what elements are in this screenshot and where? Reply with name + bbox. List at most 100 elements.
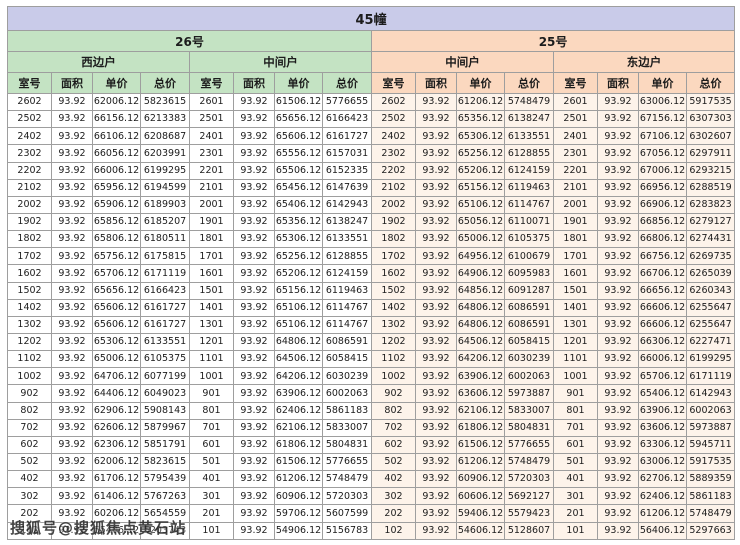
cell-unit-price: 61206.12 bbox=[456, 92, 505, 112]
cell-total-price: 5917535 bbox=[685, 92, 736, 112]
cell-unit-price: 65106.12 bbox=[274, 315, 323, 334]
cell-unit-price: 66656.12 bbox=[638, 281, 687, 300]
cell-room: 1901 bbox=[553, 212, 598, 232]
cell-unit-price: 65706.12 bbox=[92, 264, 141, 283]
cell-unit-price: 63306.12 bbox=[638, 435, 687, 454]
cell-unit-price: 62306.12 bbox=[92, 435, 141, 454]
cell-room: 1402 bbox=[371, 298, 416, 317]
price-table-page: 45幢 26号 25号 西边户 中间户 中间户 东边户 室号 面积 单价 总价 室号 面积… bbox=[6, 6, 736, 541]
cell-area: 93.92 bbox=[51, 401, 93, 420]
cell-unit-price: 65156.12 bbox=[274, 281, 323, 300]
cell-total-price: 5767263 bbox=[140, 487, 190, 506]
cell-total-price: 5908143 bbox=[140, 401, 190, 420]
cell-area: 93.92 bbox=[415, 127, 457, 146]
cell-unit-price: 66956.12 bbox=[638, 178, 687, 197]
cell-room: 1702 bbox=[371, 247, 416, 266]
cell-room: 1702 bbox=[7, 247, 52, 266]
table-row: 802 93.92 62906.12 5908143 801 93.92 62406.12 5… bbox=[7, 401, 736, 420]
cell-area: 93.92 bbox=[597, 315, 639, 334]
cell-unit-price: 65106.12 bbox=[456, 195, 505, 214]
cell-area: 93.92 bbox=[415, 504, 457, 523]
cell-room: 2502 bbox=[7, 110, 52, 129]
cell-total-price: 6091287 bbox=[504, 281, 554, 300]
col-header-area: 面积 bbox=[51, 72, 93, 94]
cell-area: 93.92 bbox=[233, 212, 275, 232]
cell-room: 902 bbox=[371, 384, 416, 403]
cell-area: 93.92 bbox=[233, 521, 275, 541]
cell-total-price: 5720303 bbox=[322, 487, 372, 506]
building-26-header: 26号 bbox=[7, 30, 372, 52]
cell-area: 93.92 bbox=[597, 367, 639, 386]
cell-total-price: 6030239 bbox=[322, 367, 372, 386]
unit-type-row: 西边户 中间户 中间户 东边户 bbox=[7, 51, 736, 73]
table-row: 1302 93.92 65606.12 6161727 1301 93.92 65106.1… bbox=[7, 315, 736, 334]
table-row: 1402 93.92 65606.12 6161727 1401 93.92 65106.1… bbox=[7, 298, 736, 317]
cell-unit-price: 61706.12 bbox=[92, 470, 141, 489]
cell-room: 2202 bbox=[7, 161, 52, 180]
cell-area: 93.92 bbox=[597, 350, 639, 369]
cell-area: 93.92 bbox=[597, 264, 639, 283]
cell-total-price: 6274431 bbox=[685, 230, 736, 249]
col-header-total-price: 总价 bbox=[685, 72, 736, 94]
cell-unit-price: 64856.12 bbox=[456, 281, 505, 300]
table-row: 1002 93.92 64706.12 6077199 1001 93.92 64206.1… bbox=[7, 367, 736, 386]
cell-area: 93.92 bbox=[415, 230, 457, 249]
unit-middle-26-header: 中间户 bbox=[189, 51, 372, 73]
page-title: 45幢 bbox=[6, 6, 736, 31]
cell-total-price: 6002063 bbox=[504, 367, 554, 386]
cell-total-price: 6002063 bbox=[322, 384, 372, 403]
cell-area: 93.92 bbox=[415, 161, 457, 180]
table-row: 402 93.92 61706.12 5795439 401 93.92 61206.12 5… bbox=[7, 470, 736, 489]
cell-room: 1102 bbox=[7, 350, 52, 369]
cell-area: 93.92 bbox=[597, 247, 639, 266]
cell-room: 1202 bbox=[7, 332, 52, 352]
cell-total-price: 6194599 bbox=[140, 178, 190, 197]
cell-area: 93.92 bbox=[597, 212, 639, 232]
cell-total-price: 5720303 bbox=[504, 470, 554, 489]
cell-area: 93.92 bbox=[51, 504, 93, 523]
cell-area: 93.92 bbox=[233, 384, 275, 403]
cell-unit-price: 65206.12 bbox=[274, 264, 323, 283]
cell-room: 901 bbox=[553, 384, 598, 403]
cell-total-price: 6171119 bbox=[140, 264, 190, 283]
cell-total-price: 5861183 bbox=[685, 487, 736, 506]
cell-total-price: 6105375 bbox=[504, 230, 554, 249]
col-header-unit-price: 单价 bbox=[638, 72, 687, 94]
price-table-body: 2602 93.92 62006.12 5823615 2601 93.92 61506.1… bbox=[7, 92, 736, 541]
cell-total-price: 6157031 bbox=[322, 144, 372, 163]
cell-total-price: 6095983 bbox=[504, 264, 554, 283]
col-header-area: 面积 bbox=[415, 72, 457, 94]
col-header-room: 室号 bbox=[371, 72, 416, 94]
table-row: 102 93.92 55406.12 5203743 101 93.92 54906.12 5… bbox=[7, 521, 736, 541]
cell-room: 502 bbox=[371, 452, 416, 472]
cell-room: 1302 bbox=[7, 315, 52, 334]
cell-room: 1701 bbox=[553, 247, 598, 266]
cell-total-price: 5128607 bbox=[504, 521, 554, 541]
cell-area: 93.92 bbox=[597, 195, 639, 214]
cell-room: 301 bbox=[189, 487, 234, 506]
cell-total-price: 6100679 bbox=[504, 247, 554, 266]
cell-area: 93.92 bbox=[415, 332, 457, 352]
cell-unit-price: 65056.12 bbox=[456, 212, 505, 232]
cell-total-price: 6049023 bbox=[140, 384, 190, 403]
cell-unit-price: 65656.12 bbox=[92, 281, 141, 300]
cell-unit-price: 62106.12 bbox=[274, 418, 323, 437]
cell-area: 93.92 bbox=[51, 92, 93, 112]
cell-area: 93.92 bbox=[51, 247, 93, 266]
cell-unit-price: 66006.12 bbox=[638, 350, 687, 369]
cell-unit-price: 65806.12 bbox=[92, 230, 141, 249]
unit-west-26-header: 西边户 bbox=[7, 51, 190, 73]
col-header-unit-price: 单价 bbox=[456, 72, 505, 94]
table-row: 1702 93.92 65756.12 6175815 1701 93.92 65256.1… bbox=[7, 247, 736, 266]
cell-area: 93.92 bbox=[51, 195, 93, 214]
cell-area: 93.92 bbox=[51, 435, 93, 454]
cell-room: 2402 bbox=[7, 127, 52, 146]
cell-unit-price: 61506.12 bbox=[456, 435, 505, 454]
cell-room: 1201 bbox=[553, 332, 598, 352]
cell-total-price: 5203743 bbox=[140, 521, 190, 541]
cell-unit-price: 62906.12 bbox=[92, 401, 141, 420]
cell-room: 401 bbox=[553, 470, 598, 489]
cell-room: 1601 bbox=[189, 264, 234, 283]
cell-room: 2502 bbox=[371, 110, 416, 129]
cell-unit-price: 65206.12 bbox=[456, 161, 505, 180]
